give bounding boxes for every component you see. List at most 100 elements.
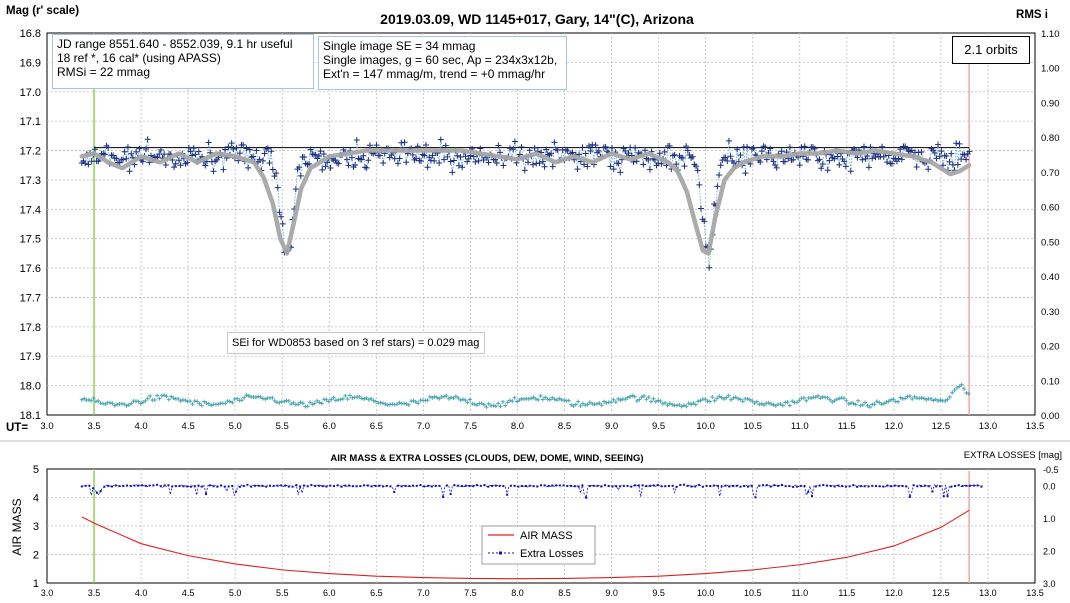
extra-losses-point <box>287 485 290 488</box>
mag-data-point <box>946 158 953 165</box>
mag-data-point <box>426 154 433 161</box>
rms-data-point <box>825 395 830 400</box>
top-x-tick-label: 13.0 <box>979 421 998 432</box>
extra-losses-point <box>690 485 693 488</box>
mag-data-point <box>781 158 788 165</box>
top-y2-tick-label: 0.40 <box>1041 272 1060 283</box>
mag-data-point <box>171 164 178 171</box>
top-y2-tick-label: 0.80 <box>1041 133 1060 144</box>
rms-data-point <box>486 401 491 406</box>
top-x-tick-label: 11.5 <box>838 421 856 432</box>
rms-data-point <box>416 401 421 406</box>
mag-data-point <box>530 161 537 168</box>
mag-data-point <box>475 157 482 164</box>
extra-losses-point <box>442 495 445 498</box>
mag-data-point <box>770 158 777 165</box>
rms-data-point <box>891 397 896 402</box>
mag-data-point <box>595 148 602 155</box>
mag-data-point <box>625 150 632 157</box>
mag-data-point <box>472 158 479 165</box>
mag-data-point <box>457 154 464 161</box>
extra-losses-point <box>122 484 125 487</box>
mag-data-point <box>449 169 456 176</box>
top-y-tick-label: 17.3 <box>20 175 41 187</box>
rms-data-point <box>957 384 962 389</box>
rms-data-point <box>347 393 352 398</box>
bottom-x-tick-label: 8.0 <box>511 588 524 598</box>
rms-data-point <box>964 390 969 395</box>
rms-data-point <box>707 399 712 404</box>
rms-data-point <box>406 402 411 407</box>
rms-data-point <box>872 402 877 407</box>
extra-losses-point <box>652 484 655 487</box>
rms-data-point <box>844 398 849 403</box>
extra-losses-point <box>641 484 644 487</box>
extra-losses-point <box>558 484 561 487</box>
mag-data-point <box>684 147 691 154</box>
rms-data-point <box>740 399 745 404</box>
extra-losses-point <box>250 485 253 488</box>
extra-losses-point <box>585 496 588 499</box>
extra-losses-point <box>905 485 908 488</box>
extra-losses-point <box>731 484 734 487</box>
rms-data-point <box>653 399 658 404</box>
extra-losses-point <box>404 484 407 487</box>
top-y-tick-label: 16.9 <box>20 57 41 69</box>
mag-data-point <box>716 172 723 179</box>
extra-losses-point <box>464 484 467 487</box>
rms-data-point <box>138 401 143 406</box>
mag-data-point <box>641 147 648 154</box>
mag-data-point <box>373 142 380 149</box>
top-y2-tick-label: 0.20 <box>1041 342 1060 353</box>
rms-data-point <box>863 400 868 405</box>
extra-losses-point <box>524 484 527 487</box>
extra-losses-point <box>340 485 343 488</box>
mag-data-point <box>584 163 591 170</box>
extra-losses-point <box>502 485 505 488</box>
rms-data-point <box>319 401 324 406</box>
rms-data-point <box>736 396 741 401</box>
extra-losses-point <box>596 484 599 487</box>
mag-data-point <box>447 158 454 165</box>
top-x-tick-label: 5.5 <box>276 421 289 432</box>
extra-losses-point <box>570 484 573 487</box>
top-x-tick-label: 8.5 <box>558 421 571 432</box>
rms-data-point <box>230 400 235 405</box>
extra-losses-point <box>513 484 516 487</box>
extra-losses-point <box>216 485 219 488</box>
mag-data-point <box>958 156 965 163</box>
extra-losses-point <box>378 484 381 487</box>
extra-losses-point <box>381 485 384 488</box>
rms-data-point <box>665 403 670 408</box>
mag-data-point <box>157 146 164 153</box>
rms-data-point <box>947 395 952 400</box>
rms-data-point <box>545 397 550 402</box>
extra-losses-point <box>88 484 91 487</box>
extra-losses-point <box>374 484 377 487</box>
extra-losses-point <box>950 485 953 488</box>
rms-data-point <box>310 402 315 407</box>
rms-data-point <box>369 396 374 401</box>
extra-losses-point <box>908 495 911 498</box>
mag-data-point <box>348 154 355 161</box>
extra-losses-point <box>370 485 373 488</box>
mag-data-point <box>585 142 592 149</box>
rms-data-point <box>703 397 708 402</box>
rms-data-point <box>634 399 639 404</box>
top-y-tick-label: 17.7 <box>20 292 41 304</box>
rms-data-point <box>162 393 167 398</box>
rms-data-point <box>86 397 91 402</box>
rms-data-point <box>907 394 912 399</box>
rms-data-point <box>609 400 614 405</box>
rms-data-point <box>602 399 607 404</box>
rms-data-point <box>82 396 87 401</box>
rms-data-point <box>630 393 635 398</box>
extra-losses-point <box>197 484 200 487</box>
rms-data-point <box>242 395 247 400</box>
rms-data-point <box>625 395 630 400</box>
extra-losses-point <box>540 484 542 487</box>
mag-data-point <box>358 156 365 163</box>
bottom-x-tick-label: 4.5 <box>182 588 195 598</box>
extra-losses-point <box>954 484 957 487</box>
